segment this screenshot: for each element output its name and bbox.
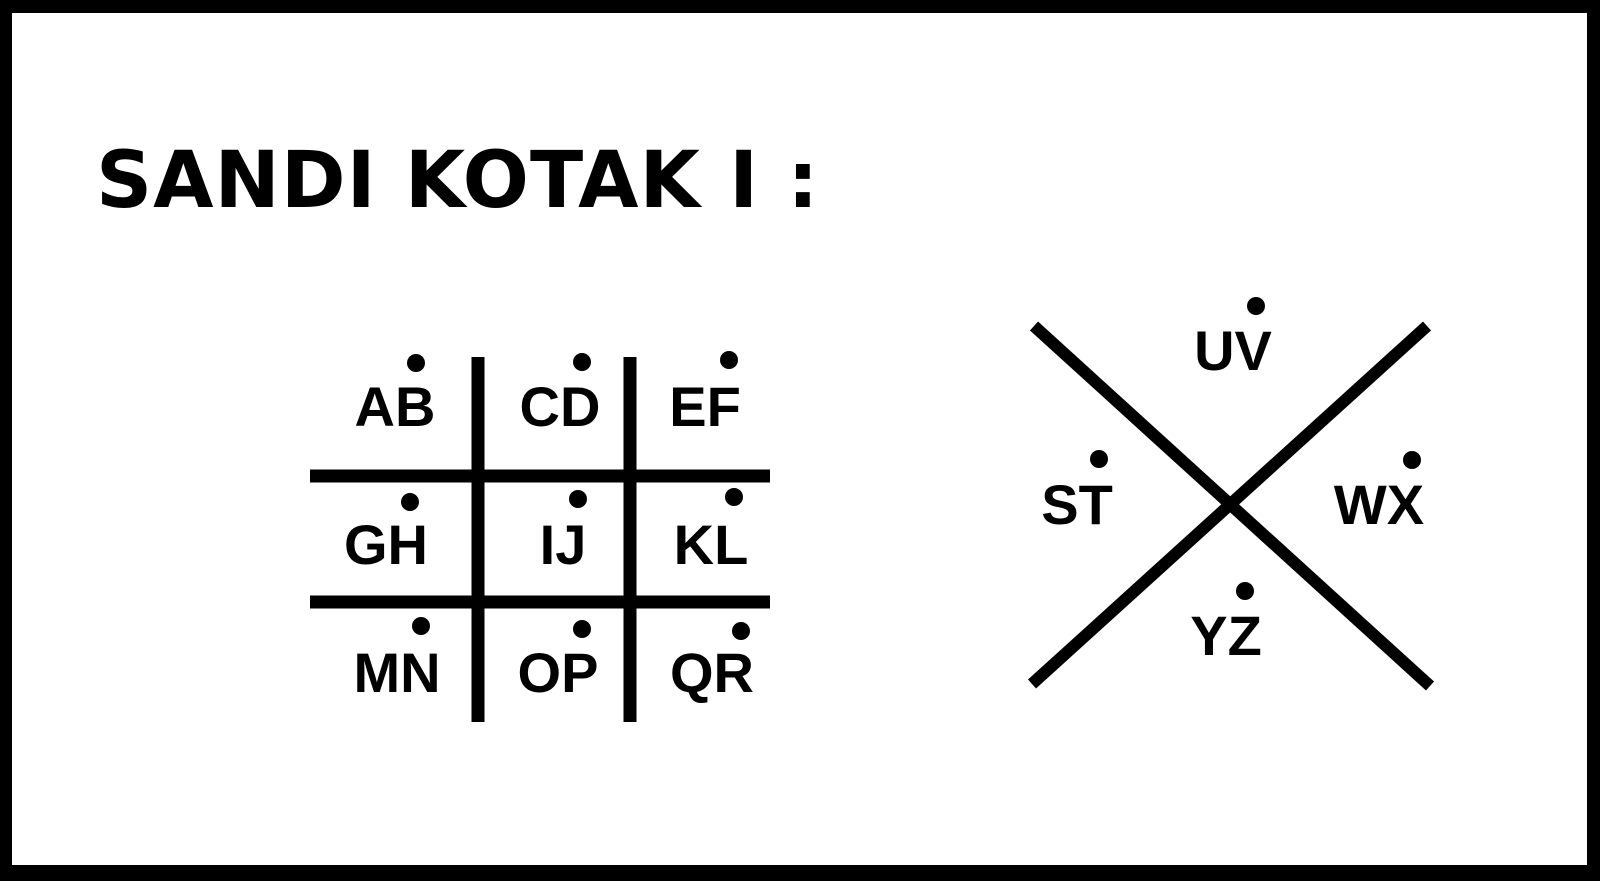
x-cell-label-top: UV: [1194, 319, 1272, 382]
x-cell-label-bottom: YZ: [1190, 604, 1262, 667]
dot-mark: [401, 493, 419, 511]
grid-cell-label: QR: [670, 641, 754, 704]
page-title: SANDI KOTAK I :: [96, 136, 820, 226]
grid-cell-label: AB: [355, 375, 436, 438]
dot-mark: [1236, 582, 1254, 600]
dot-mark: [407, 354, 425, 372]
x-letters: UV ST WX YZ: [1041, 319, 1424, 667]
x-dots: [1090, 297, 1421, 600]
dot-mark: [1090, 450, 1108, 468]
grid-letters: AB CD EF GH IJ KL MN OP QR: [344, 375, 754, 704]
dot-mark: [573, 620, 591, 638]
x-line-2: [1027, 321, 1432, 689]
grid-cell-label: OP: [518, 641, 599, 704]
grid-cell-label: IJ: [540, 513, 587, 576]
white-panel: [12, 13, 1587, 865]
x-cell-label-left: ST: [1041, 473, 1113, 536]
grid-dots: [401, 351, 750, 640]
dot-mark: [1247, 297, 1265, 315]
grid-cell-label: GH: [344, 513, 428, 576]
grid-cell-label: KL: [674, 513, 749, 576]
dot-mark: [569, 490, 587, 508]
x-cell-label-right: WX: [1334, 473, 1424, 536]
grid-cell-label: MN: [353, 641, 440, 704]
dot-mark: [573, 353, 591, 371]
dot-mark: [732, 622, 750, 640]
dot-mark: [1403, 451, 1421, 469]
dot-mark: [412, 617, 430, 635]
x-cipher: [1027, 321, 1435, 691]
grid-cell-label: CD: [520, 375, 601, 438]
dot-mark: [725, 488, 743, 506]
grid-cipher: [310, 357, 770, 722]
grid-cell-label: EF: [669, 375, 741, 438]
dot-mark: [720, 351, 738, 369]
